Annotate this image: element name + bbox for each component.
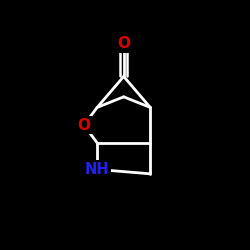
Text: O: O <box>77 118 90 133</box>
Text: NH: NH <box>85 162 110 177</box>
Text: O: O <box>117 36 130 51</box>
